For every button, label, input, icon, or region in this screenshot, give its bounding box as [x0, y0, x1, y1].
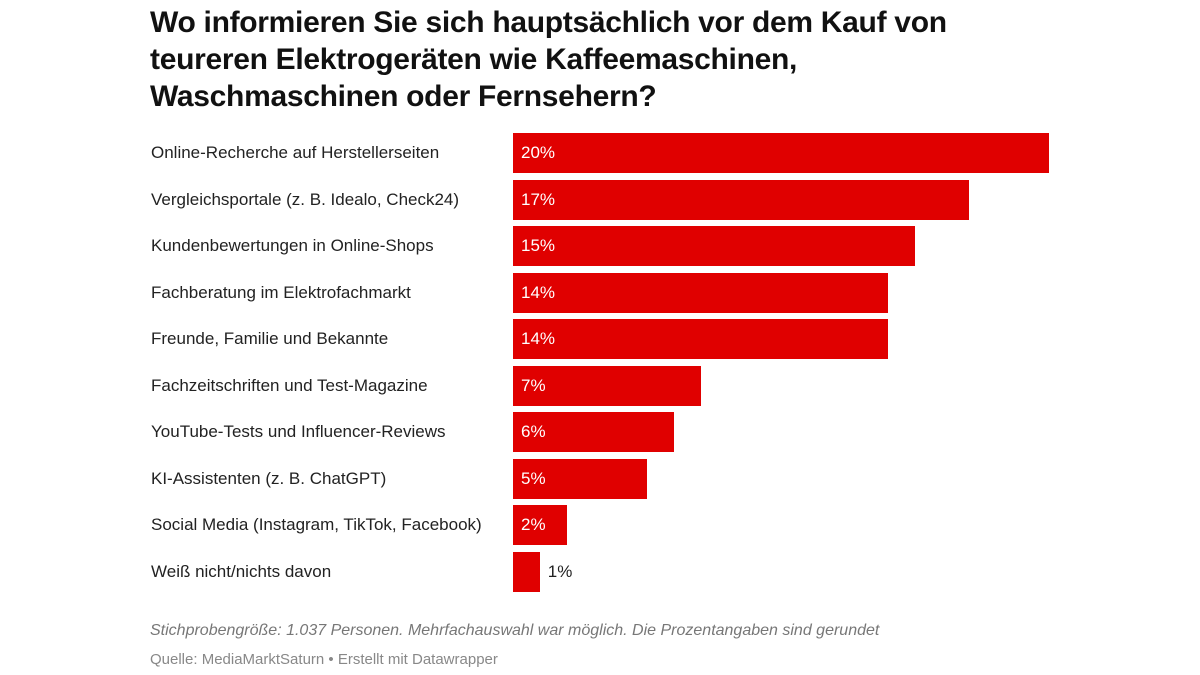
category-label: Fachberatung im Elektrofachmarkt [151, 282, 411, 302]
data-label: 15% [521, 236, 556, 255]
bar [513, 226, 915, 266]
bar [513, 179, 969, 220]
category-label: Social Media (Instagram, TikTok, Faceboo… [151, 515, 482, 534]
category-label: YouTube-Tests und Influencer-Reviews [151, 422, 446, 441]
data-label: 14% [521, 282, 556, 302]
data-label: 1% [547, 561, 573, 581]
bar [513, 412, 674, 452]
data-label: 20% [521, 143, 556, 162]
chart-note: Stichprobengröße: 1.037 Personen. Mehrfa… [150, 622, 880, 639]
category-label: KI-Assistenten (z. B. ChatGPT) [151, 468, 387, 488]
category-label: Kundenbewertungen in Online-Shops [151, 236, 434, 255]
bar [513, 505, 567, 545]
bar [513, 272, 889, 313]
category-label: Freunde, Familie und Bekannte [151, 329, 389, 348]
data-label: 17% [521, 189, 556, 209]
bar [513, 365, 701, 406]
data-label: 6% [521, 422, 546, 441]
chart-source: Quelle: MediaMarktSaturn • Erstellt mit … [150, 651, 498, 668]
category-label: Fachzeitschriften und Test-Magazine [151, 375, 428, 395]
category-label: Vergleichsportale (z. B. Idealo, Check24… [151, 189, 460, 209]
bar [513, 458, 647, 499]
data-label: 14% [521, 329, 556, 348]
bar [513, 551, 540, 592]
bar [513, 319, 889, 359]
category-label: Online-Recherche auf Herstellerseiten [151, 143, 440, 162]
data-label: 2% [521, 515, 546, 534]
data-label: 7% [521, 375, 546, 395]
category-label: Weiß nicht/nichts davon [151, 561, 332, 581]
bar [513, 133, 1049, 173]
data-label: 5% [521, 468, 546, 488]
chart-title: Wo informieren Sie sich hauptsächlich vo… [150, 6, 947, 113]
